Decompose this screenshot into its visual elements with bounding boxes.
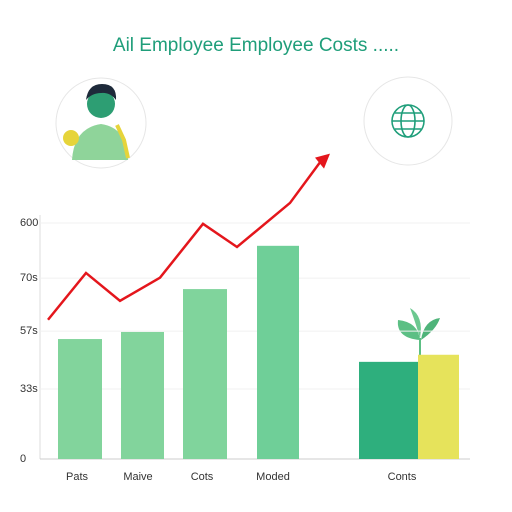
plant-icon bbox=[397, 308, 440, 360]
x-tick-label: Maive bbox=[123, 471, 152, 483]
bar bbox=[418, 354, 459, 459]
y-tick-label: 70s bbox=[20, 272, 38, 284]
x-tick-label: Moded bbox=[256, 471, 290, 483]
bar bbox=[58, 339, 102, 459]
chart-title: Ail Employee Employee Costs ..... bbox=[113, 35, 399, 56]
y-tick-label: 33s bbox=[20, 383, 38, 395]
y-tick-label: 57s bbox=[20, 325, 38, 337]
x-tick-label: Conts bbox=[388, 471, 417, 483]
bar bbox=[183, 289, 227, 459]
x-tick-label: Pats bbox=[66, 471, 89, 483]
avatar-icon bbox=[55, 77, 147, 169]
x-tick-label: Cots bbox=[191, 471, 214, 483]
y-tick-label: 600 bbox=[20, 217, 38, 229]
bar bbox=[359, 361, 418, 459]
globe-icon bbox=[363, 76, 453, 166]
arrow-head bbox=[315, 153, 330, 169]
bar bbox=[257, 245, 299, 459]
bar bbox=[121, 331, 164, 459]
y-tick-label: 0 bbox=[20, 453, 26, 465]
trend-line bbox=[47, 158, 324, 321]
